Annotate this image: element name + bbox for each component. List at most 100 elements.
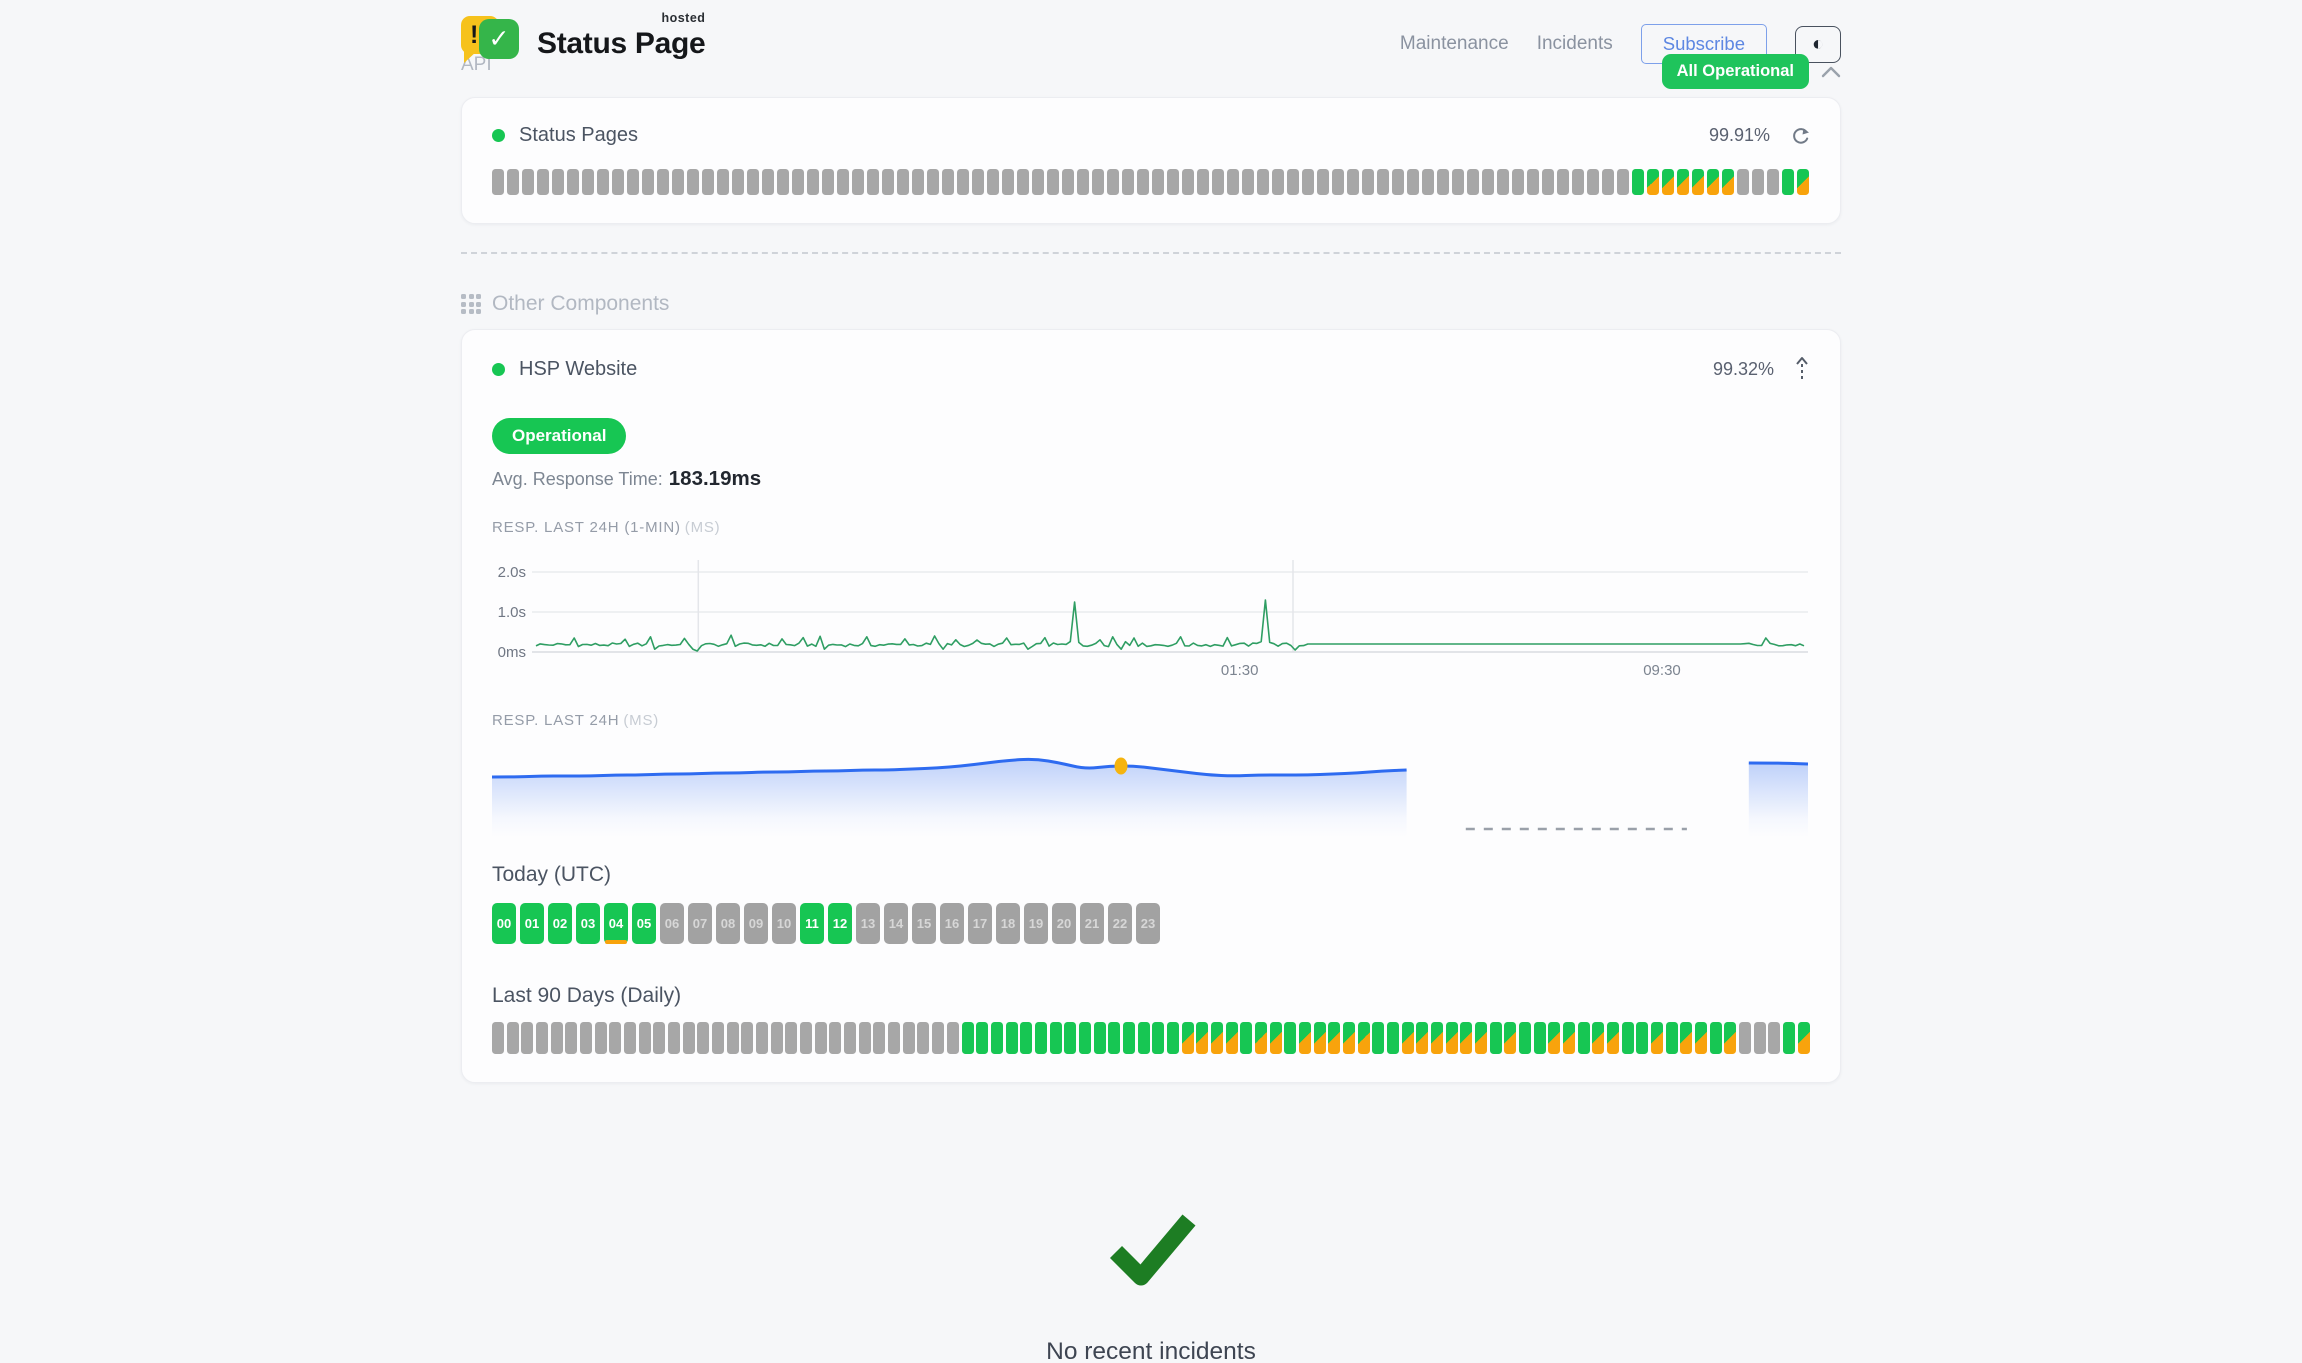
uptime-bar-empty[interactable] xyxy=(702,169,714,195)
uptime-bar-degraded[interactable] xyxy=(1677,169,1689,195)
uptime-bar-empty[interactable] xyxy=(1152,169,1164,195)
chevron-up-icon[interactable] xyxy=(1821,66,1841,78)
uptime-bar-up[interactable] xyxy=(1665,1022,1678,1054)
brand-logo[interactable]: ! ✓ hosted Status Page xyxy=(461,11,706,64)
hour-block-09[interactable]: 09 xyxy=(744,903,768,944)
uptime-bar-empty[interactable] xyxy=(682,1022,695,1054)
hour-block-20[interactable]: 20 xyxy=(1052,903,1076,944)
hour-block-17[interactable]: 17 xyxy=(968,903,992,944)
uptime-bar-up[interactable] xyxy=(1489,1022,1502,1054)
uptime-bar-empty[interactable] xyxy=(1092,169,1104,195)
uptime-bar-degraded[interactable] xyxy=(1651,1022,1664,1054)
hour-block-06[interactable]: 06 xyxy=(660,903,684,944)
uptime-bar-empty[interactable] xyxy=(957,169,969,195)
uptime-bar-up[interactable] xyxy=(1783,1022,1796,1054)
uptime-bar-degraded[interactable] xyxy=(1797,1022,1810,1054)
uptime-bar-empty[interactable] xyxy=(858,1022,871,1054)
uptime-bar-empty[interactable] xyxy=(807,169,819,195)
hour-block-04[interactable]: 04 xyxy=(604,903,628,944)
hour-block-18[interactable]: 18 xyxy=(996,903,1020,944)
uptime-bar-empty[interactable] xyxy=(1197,169,1209,195)
hour-block-14[interactable]: 14 xyxy=(884,903,908,944)
uptime-bar-empty[interactable] xyxy=(1407,169,1419,195)
uptime-bar-empty[interactable] xyxy=(1602,169,1614,195)
uptime-bar-empty[interactable] xyxy=(580,1022,593,1054)
uptime-bar-empty[interactable] xyxy=(1437,169,1449,195)
uptime-bar-empty[interactable] xyxy=(888,1022,901,1054)
uptime-bar-empty[interactable] xyxy=(717,169,729,195)
uptime-bar-empty[interactable] xyxy=(1242,169,1254,195)
uptime-bar-empty[interactable] xyxy=(972,169,984,195)
uptime-bar-empty[interactable] xyxy=(642,169,654,195)
uptime-bar-empty[interactable] xyxy=(1287,169,1299,195)
uptime-bar-up[interactable] xyxy=(1093,1022,1106,1054)
uptime-bar-empty[interactable] xyxy=(987,169,999,195)
uptime-bar-degraded[interactable] xyxy=(1592,1022,1605,1054)
uptime-bar-empty[interactable] xyxy=(867,169,879,195)
uptime-bar-empty[interactable] xyxy=(1527,169,1539,195)
uptime-bar-degraded[interactable] xyxy=(1662,169,1674,195)
uptime-bar-empty[interactable] xyxy=(1362,169,1374,195)
uptime-bar-empty[interactable] xyxy=(800,1022,813,1054)
uptime-bar-empty[interactable] xyxy=(1768,1022,1781,1054)
hour-block-05[interactable]: 05 xyxy=(632,903,656,944)
uptime-bar-up[interactable] xyxy=(1005,1022,1018,1054)
uptime-bar-empty[interactable] xyxy=(1002,169,1014,195)
uptime-bar-degraded[interactable] xyxy=(1797,169,1809,195)
uptime-bar-empty[interactable] xyxy=(873,1022,886,1054)
uptime-bar-empty[interactable] xyxy=(932,1022,945,1054)
uptime-bar-degraded[interactable] xyxy=(1460,1022,1473,1054)
hour-block-13[interactable]: 13 xyxy=(856,903,880,944)
hour-block-01[interactable]: 01 xyxy=(520,903,544,944)
uptime-bar-empty[interactable] xyxy=(1617,169,1629,195)
uptime-bar-empty[interactable] xyxy=(762,169,774,195)
uptime-bar-degraded[interactable] xyxy=(1210,1022,1223,1054)
uptime-bar-up[interactable] xyxy=(1621,1022,1634,1054)
uptime-bar-degraded[interactable] xyxy=(1357,1022,1370,1054)
uptime-bar-degraded[interactable] xyxy=(1475,1022,1488,1054)
uptime-bar-empty[interactable] xyxy=(837,169,849,195)
uptime-bar-empty[interactable] xyxy=(1347,169,1359,195)
uptime-bar-empty[interactable] xyxy=(1482,169,1494,195)
uptime-bar-empty[interactable] xyxy=(712,1022,725,1054)
hour-block-07[interactable]: 07 xyxy=(688,903,712,944)
uptime-bar-empty[interactable] xyxy=(1212,169,1224,195)
uptime-bar-empty[interactable] xyxy=(1572,169,1584,195)
uptime-bar-empty[interactable] xyxy=(697,1022,710,1054)
uptime-bar-degraded[interactable] xyxy=(1269,1022,1282,1054)
uptime-bar-empty[interactable] xyxy=(1739,1022,1752,1054)
uptime-bar-empty[interactable] xyxy=(582,169,594,195)
nav-incidents[interactable]: Incidents xyxy=(1536,33,1613,54)
uptime-bar-degraded[interactable] xyxy=(1225,1022,1238,1054)
uptime-bar-degraded[interactable] xyxy=(1724,1022,1737,1054)
hour-block-19[interactable]: 19 xyxy=(1024,903,1048,944)
uptime-bar-empty[interactable] xyxy=(844,1022,857,1054)
uptime-bar-up[interactable] xyxy=(961,1022,974,1054)
uptime-bar-empty[interactable] xyxy=(882,169,894,195)
uptime-bar-empty[interactable] xyxy=(1047,169,1059,195)
uptime-bar-empty[interactable] xyxy=(507,169,519,195)
uptime-bar-degraded[interactable] xyxy=(1445,1022,1458,1054)
uptime-bar-empty[interactable] xyxy=(687,169,699,195)
uptime-bar-degraded[interactable] xyxy=(1563,1022,1576,1054)
hour-block-21[interactable]: 21 xyxy=(1080,903,1104,944)
uptime-bar-empty[interactable] xyxy=(1137,169,1149,195)
uptime-bar-up[interactable] xyxy=(1049,1022,1062,1054)
uptime-bar-empty[interactable] xyxy=(1107,169,1119,195)
uptime-bar-up[interactable] xyxy=(1577,1022,1590,1054)
uptime-bar-empty[interactable] xyxy=(1737,169,1749,195)
uptime-bar-up[interactable] xyxy=(1284,1022,1297,1054)
uptime-bar-empty[interactable] xyxy=(1452,169,1464,195)
uptime-bar-empty[interactable] xyxy=(492,169,504,195)
uptime-bar-empty[interactable] xyxy=(522,169,534,195)
hour-block-10[interactable]: 10 xyxy=(772,903,796,944)
uptime-bar-up[interactable] xyxy=(1166,1022,1179,1054)
uptime-bar-empty[interactable] xyxy=(567,169,579,195)
uptime-bar-up[interactable] xyxy=(1240,1022,1253,1054)
uptime-bar-empty[interactable] xyxy=(1077,169,1089,195)
collapse-arrow-icon[interactable] xyxy=(1794,356,1810,382)
uptime-bar-empty[interactable] xyxy=(897,169,909,195)
uptime-bar-up[interactable] xyxy=(990,1022,1003,1054)
uptime-bar-empty[interactable] xyxy=(1167,169,1179,195)
uptime-bar-empty[interactable] xyxy=(1767,169,1779,195)
